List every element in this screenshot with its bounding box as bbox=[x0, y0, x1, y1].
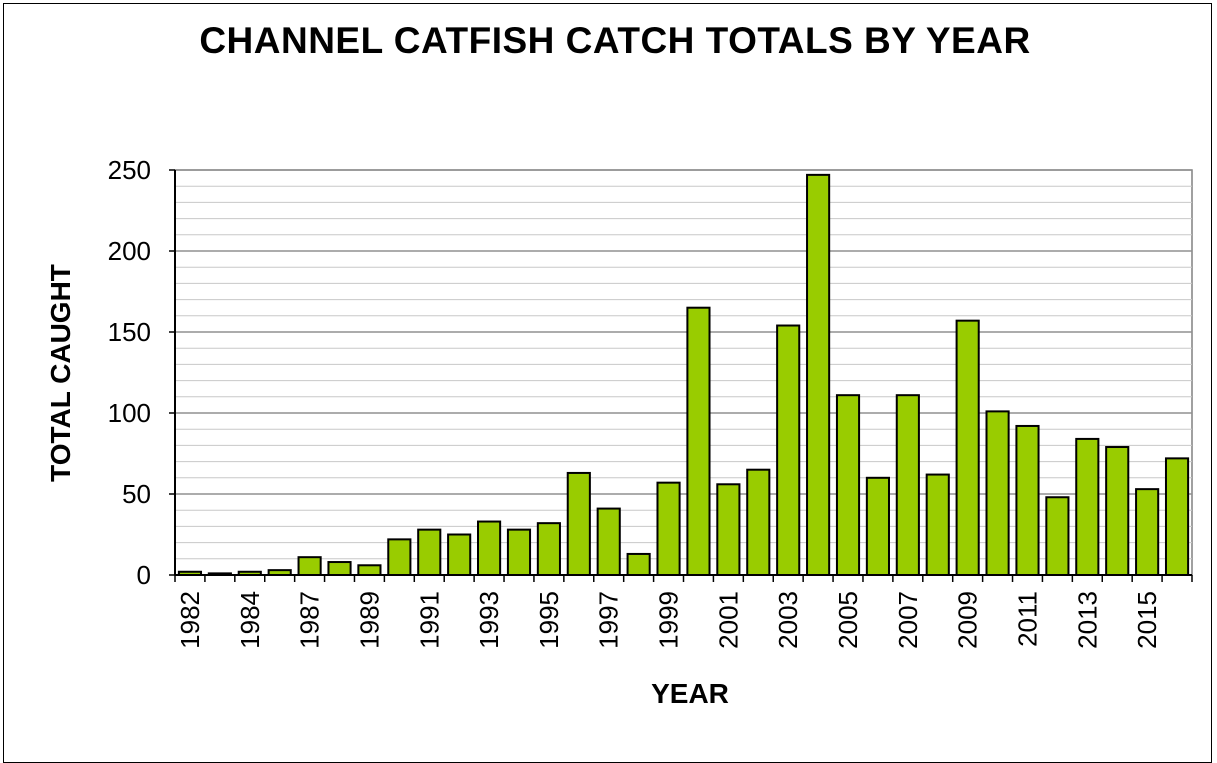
x-tick-label: 2009 bbox=[953, 591, 983, 649]
bar-2010 bbox=[985, 410, 1010, 576]
bar-2004 bbox=[806, 173, 831, 577]
bar-2009 bbox=[955, 319, 980, 576]
x-tick-label: 2001 bbox=[713, 591, 743, 649]
bar-1998 bbox=[626, 552, 651, 577]
x-tick-label: 1982 bbox=[175, 591, 205, 649]
chart-title: CHANNEL CATFISH CATCH TOTALS BY YEAR bbox=[199, 20, 1031, 61]
bar-1992 bbox=[447, 533, 472, 576]
x-tick-label: 2007 bbox=[893, 591, 923, 649]
x-tick-label: 1989 bbox=[354, 591, 384, 649]
bar-1999 bbox=[656, 481, 681, 576]
x-tick-label: 2003 bbox=[773, 591, 803, 649]
bar-1993 bbox=[477, 520, 502, 576]
bar-2002 bbox=[746, 468, 771, 577]
bar-1987 bbox=[297, 556, 322, 576]
x-tick-label: 2005 bbox=[833, 591, 863, 649]
bar-1995 bbox=[536, 522, 561, 576]
bar-1996 bbox=[566, 471, 591, 576]
bar-1990 bbox=[387, 538, 412, 576]
x-tick-label: 2011 bbox=[1012, 591, 1042, 647]
x-tick-label: 1997 bbox=[594, 591, 624, 649]
bar-2013 bbox=[1075, 437, 1100, 577]
bar-1994 bbox=[506, 528, 532, 577]
y-axis-title: TOTAL CAUGHT bbox=[45, 264, 76, 482]
bar-2006 bbox=[865, 476, 890, 576]
bar-1997 bbox=[596, 507, 621, 576]
x-tick-label: 1987 bbox=[295, 591, 325, 649]
bar-1989 bbox=[357, 564, 382, 577]
bar-2014 bbox=[1105, 446, 1130, 576]
bar-2000 bbox=[686, 306, 711, 576]
bar-2001 bbox=[716, 483, 741, 576]
y-tick-label: 100 bbox=[108, 398, 151, 428]
x-tick-label: 1984 bbox=[235, 591, 265, 649]
x-tick-label: 1991 bbox=[414, 591, 444, 649]
bar-2008 bbox=[925, 473, 950, 576]
y-tick-label: 200 bbox=[108, 236, 151, 266]
x-tick-label: 2013 bbox=[1072, 591, 1102, 649]
bar-2005 bbox=[835, 394, 861, 576]
y-tick-label: 150 bbox=[108, 317, 151, 347]
x-tick-label: 1993 bbox=[474, 591, 504, 649]
bar-2016 bbox=[1164, 457, 1190, 576]
x-tick-label: 2015 bbox=[1132, 591, 1162, 649]
x-tick-label: 1995 bbox=[534, 591, 564, 649]
bar-2011 bbox=[1015, 424, 1040, 576]
y-tick-label: 0 bbox=[137, 560, 151, 590]
x-tick-label: 1999 bbox=[654, 591, 684, 649]
bar-2015 bbox=[1135, 488, 1160, 577]
bar-2003 bbox=[776, 324, 801, 576]
bar-1991 bbox=[417, 528, 442, 577]
bar-1988 bbox=[327, 561, 352, 576]
x-axis-title: YEAR bbox=[651, 678, 729, 709]
y-tick-label: 50 bbox=[122, 479, 151, 509]
y-tick-label: 250 bbox=[108, 155, 151, 185]
bar-2007 bbox=[895, 394, 920, 576]
bar-2012 bbox=[1045, 496, 1070, 576]
